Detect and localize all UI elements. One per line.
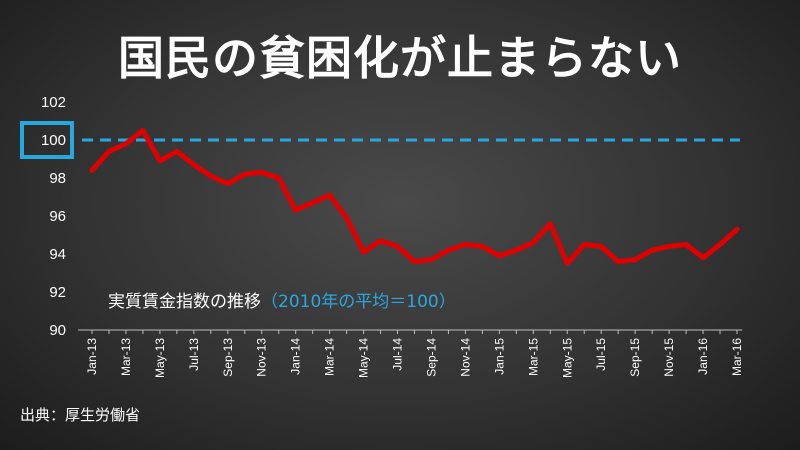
chart-annotation: 実質賃金指数の推移（2010年の平均＝100） <box>108 292 456 312</box>
x-axis-ticks: Jan-13 Mar-13 May-13 Jul-13 Sep-13 Nov-13 Jan-… <box>85 338 744 378</box>
x-tick-label: Jan-14 <box>289 338 303 375</box>
x-tick-label: Jan-16 <box>696 338 710 375</box>
x-tick-label: May-13 <box>153 338 167 378</box>
x-tick-label: Jan-13 <box>85 338 99 375</box>
x-tick-label: Sep-14 <box>424 338 438 377</box>
y-tick-label: 96 <box>49 208 66 225</box>
x-tick-label: Mar-13 <box>119 338 133 376</box>
x-tick-label: Nov-13 <box>255 338 269 377</box>
highlight-box-100 <box>20 121 74 159</box>
x-tick-label: Nov-15 <box>662 338 676 377</box>
annotation-main: 実質賃金指数の推移 <box>108 292 261 312</box>
x-axis <box>78 329 742 334</box>
y-tick-label: 98 <box>49 170 66 187</box>
y-tick-label: 94 <box>49 246 66 263</box>
series-line <box>89 128 740 266</box>
chart-title: 国民の貧困化が止まらない <box>118 31 682 85</box>
x-tick-label: Nov-14 <box>458 338 472 377</box>
y-axis-ticks: 90 92 94 96 98 100 102 <box>41 94 66 339</box>
x-tick-label: Jul-14 <box>391 338 405 371</box>
x-tick-label: Mar-16 <box>730 338 744 376</box>
y-tick-label: 102 <box>41 94 66 111</box>
x-tick-label: Sep-15 <box>628 338 642 377</box>
x-tick-label: Jul-13 <box>187 338 201 371</box>
x-tick-label: Jul-15 <box>594 338 608 371</box>
x-tick-label: Sep-13 <box>221 338 235 377</box>
x-tick-label: Jan-15 <box>492 338 506 375</box>
annotation-sub: （2010年の平均＝100） <box>261 292 456 312</box>
y-tick-label: 92 <box>49 284 66 301</box>
x-tick-label: Mar-15 <box>526 338 540 376</box>
x-tick-label: Mar-14 <box>323 338 337 376</box>
y-tick-label: 90 <box>49 322 66 339</box>
x-tick-label: May-15 <box>560 338 574 378</box>
source-note: 出典：厚生労働省 <box>20 406 141 424</box>
y-tick-label: 100 <box>41 132 66 149</box>
x-tick-label: May-14 <box>357 338 371 378</box>
